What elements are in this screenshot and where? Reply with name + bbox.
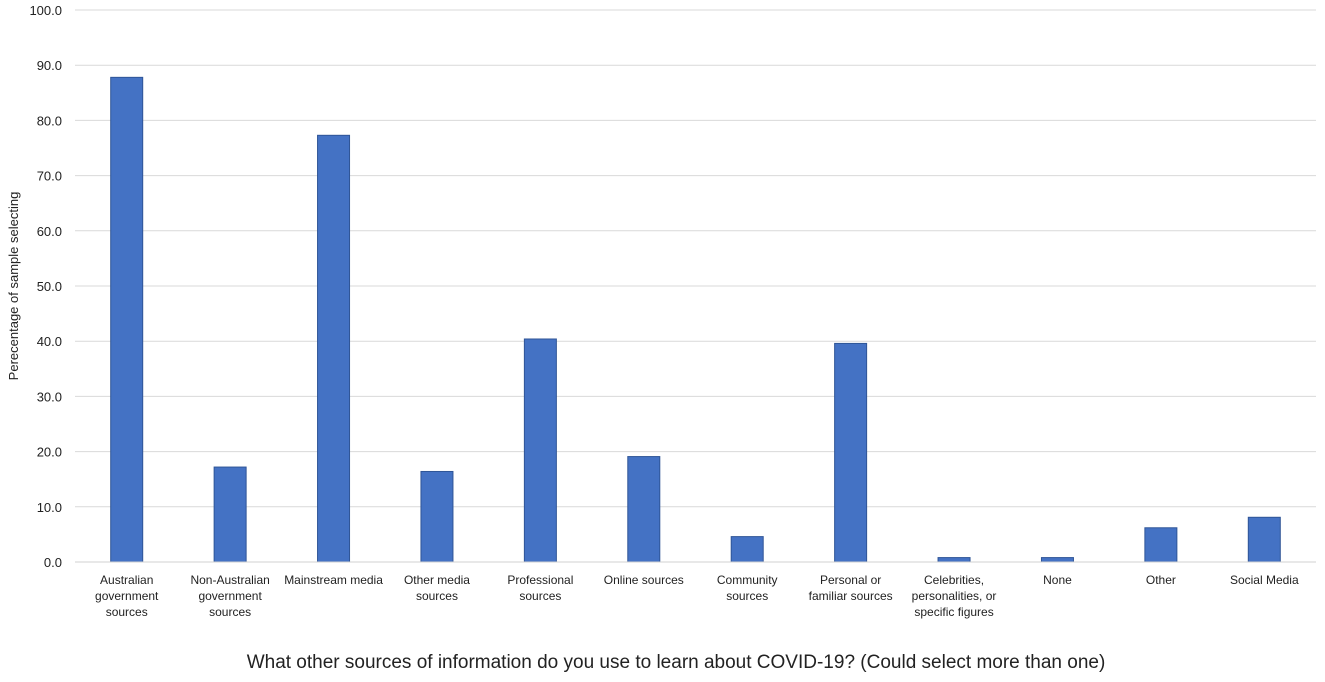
bar (1247, 516, 1281, 563)
y-tick-label: 80.0 (37, 113, 62, 128)
bars (110, 76, 1281, 563)
x-tick-label: Social Media (1230, 573, 1299, 587)
y-tick-label: 0.0 (44, 555, 62, 570)
bar (523, 338, 557, 563)
x-tick-label: Australian government sources (95, 573, 159, 619)
bar (317, 134, 351, 563)
bar (1144, 527, 1178, 563)
x-tick-label: Community sources (717, 573, 778, 603)
y-tick-label: 90.0 (37, 58, 62, 73)
y-axis-title: Perecentage of sample selecting (6, 192, 21, 381)
bar (213, 466, 247, 563)
x-tick-label: Non-Australian government sources (190, 573, 269, 619)
bar (110, 76, 144, 563)
bar (420, 470, 454, 563)
x-tick-label: None (1043, 573, 1072, 587)
bar (834, 342, 868, 563)
bar (730, 536, 764, 563)
y-tick-label: 60.0 (37, 224, 62, 239)
y-axis-ticks: 0.0 10.0 20.0 30.0 40.0 50.0 60.0 70.0 80.0 90.0 1… (29, 3, 62, 570)
bar (627, 456, 661, 563)
y-tick-label: 10.0 (37, 500, 62, 515)
y-tick-label: 50.0 (37, 279, 62, 294)
x-axis-title: What other sources of information do you… (247, 652, 1106, 673)
y-tick-label: 40.0 (37, 334, 62, 349)
x-tick-label: Other (1146, 573, 1176, 587)
x-axis-category-labels: Australian government sources Non-Australia… (95, 573, 1299, 619)
y-tick-label: 100.0 (29, 3, 62, 18)
y-tick-label: 70.0 (37, 169, 62, 184)
x-tick-label: Personal or familiar sources (809, 573, 893, 603)
x-tick-label: Celebrities, personalities, or specific fi… (912, 573, 997, 619)
y-tick-label: 20.0 (37, 445, 62, 460)
x-tick-label: Other media sources (404, 573, 470, 603)
x-tick-label: Mainstream media (284, 573, 383, 587)
x-tick-label: Professional sources (507, 573, 573, 603)
bar (937, 557, 971, 563)
bar (1040, 557, 1074, 563)
y-tick-label: 30.0 (37, 389, 62, 404)
gridlines (75, 9, 1316, 508)
x-tick-label: Online sources (604, 573, 684, 587)
